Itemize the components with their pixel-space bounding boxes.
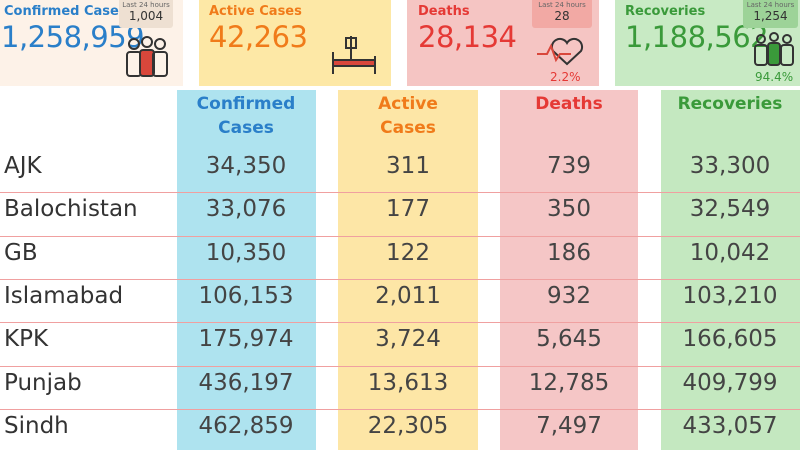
row-separator [0, 235, 800, 237]
row-label: AJK [4, 153, 42, 179]
heart-icon [537, 37, 584, 66]
people-icon [126, 36, 168, 77]
last24-box: Last 24 hours 1,254 [743, 0, 798, 28]
card-title: Confirmed Cases [4, 4, 127, 19]
last24-box: Last 24 hours 28 [532, 0, 592, 28]
cell: 7,497 [536, 412, 602, 439]
recoveries-column [661, 90, 800, 450]
row-label: Punjab [4, 369, 82, 396]
cell: 436,197 [198, 369, 294, 396]
cell: 33,300 [689, 153, 771, 179]
confirmed-column [177, 90, 316, 450]
cell: 33,076 [205, 196, 287, 223]
card-total: 28,134 [418, 20, 517, 54]
people-icon [754, 32, 794, 66]
cell: 409,799 [682, 369, 778, 396]
last24-box: Last 24 hours 1,004 [119, 0, 173, 28]
cell: 106,153 [198, 282, 294, 309]
row-separator [0, 322, 800, 324]
cell: 739 [547, 153, 591, 179]
row-separator [0, 365, 800, 367]
row-label: Sindh [4, 412, 69, 439]
last24-label: Last 24 hours [746, 1, 795, 9]
confirmed-card: Confirmed Cases 1,258,959 Last 24 hours … [0, 0, 183, 86]
cell: 103,210 [682, 282, 778, 309]
cell: 34,350 [205, 153, 287, 179]
cell: 12,785 [528, 369, 610, 396]
recovery-rate: 94.4% [755, 70, 794, 84]
row-label: KPK [4, 326, 49, 353]
column-header: Confirmed Cases [196, 94, 296, 138]
cell: 22,305 [367, 412, 449, 439]
column-header: Deaths [535, 94, 603, 114]
row-separator [0, 408, 800, 410]
cell: 932 [547, 282, 591, 309]
cell: 166,605 [682, 326, 778, 353]
card-title: Deaths [418, 4, 470, 19]
row-separator [0, 192, 800, 194]
column-header: Active Cases [378, 94, 438, 138]
death-rate: 2.2% [550, 70, 581, 84]
last24-value: 28 [554, 9, 570, 23]
cell: 175,974 [198, 326, 294, 353]
row-label: Islamabad [4, 282, 124, 309]
active-column [338, 90, 478, 450]
cell: 462,859 [198, 412, 294, 439]
last24-label: Last 24 hours [122, 1, 170, 9]
row-label: GB [4, 239, 38, 266]
cell: 177 [386, 196, 430, 223]
active-card: Active Cases 42,263 [199, 0, 391, 86]
cell: 13,613 [367, 369, 449, 396]
card-total: 42,263 [209, 20, 308, 54]
cell: 10,042 [689, 239, 771, 266]
row-separator [0, 278, 800, 280]
last24-label: Last 24 hours [538, 1, 586, 9]
cell: 3,724 [375, 326, 441, 353]
deaths-card: Deaths 28,134 Last 24 hours 28 2.2% [407, 0, 599, 86]
card-title: Active Cases [209, 4, 302, 19]
card-title: Recoveries [625, 4, 706, 19]
last24-value: 1,004 [128, 9, 164, 23]
cell: 186 [547, 239, 591, 266]
cell: 350 [547, 196, 591, 223]
cell: 32,549 [689, 196, 771, 223]
deaths-column [500, 90, 638, 450]
cell: 311 [386, 153, 430, 179]
cell: 10,350 [205, 239, 287, 266]
column-header: Recoveries [677, 94, 783, 114]
bed-icon [332, 36, 376, 74]
cell: 2,011 [375, 282, 441, 309]
cell: 122 [386, 239, 430, 266]
cell: 433,057 [682, 412, 778, 439]
cell: 5,645 [536, 326, 602, 353]
row-label: Balochistan [4, 196, 138, 223]
recoveries-card: Recoveries 1,188,562 Last 24 hours 1,254… [615, 0, 800, 86]
last24-value: 1,254 [753, 9, 788, 23]
